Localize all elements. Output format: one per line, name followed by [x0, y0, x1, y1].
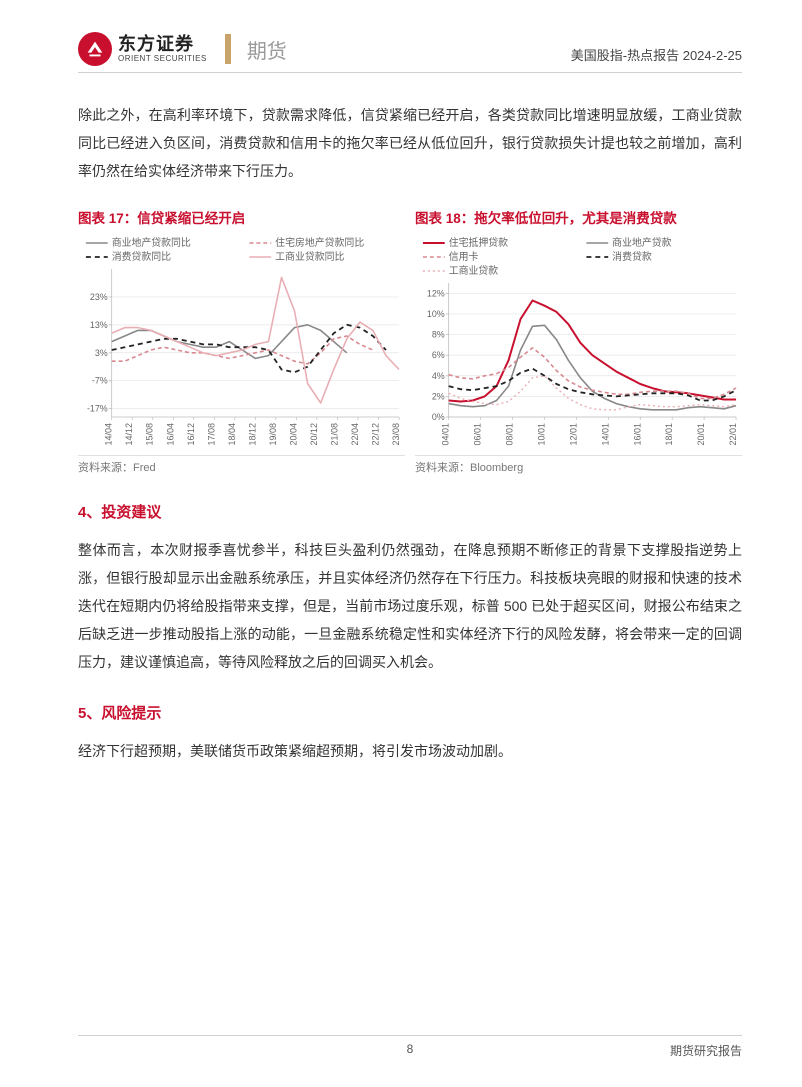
svg-text:-7%: -7%: [92, 376, 108, 386]
svg-text:工商业贷款: 工商业贷款: [449, 264, 499, 277]
chart-17: 商业地产贷款同比 住宅房地产贷款同比消费贷款同比 工商业贷款同比 -17% -7% 3% 1…: [78, 233, 405, 451]
svg-text:13%: 13%: [90, 320, 108, 330]
svg-text:22/12: 22/12: [371, 423, 381, 445]
svg-text:3%: 3%: [95, 348, 108, 358]
footer-right-label: 期货研究报告: [670, 1042, 742, 1059]
chart-18: 住宅抵押贷款 商业地产贷款信用卡 消费贷款工商业贷款 0% 2% 4% 6% 8% 10% 12%…: [415, 233, 742, 451]
chart-18-source: 资料来源：Bloomberg: [415, 455, 742, 475]
svg-text:21/08: 21/08: [330, 423, 340, 445]
svg-text:16/04: 16/04: [165, 423, 175, 445]
svg-text:20/12: 20/12: [309, 423, 319, 445]
svg-text:16/01: 16/01: [632, 423, 642, 445]
brand-name-en: ORIENT SECURITIES: [118, 55, 207, 64]
svg-text:14/01: 14/01: [600, 423, 610, 445]
svg-text:14/04: 14/04: [104, 423, 114, 445]
svg-text:08/01: 08/01: [505, 423, 515, 445]
svg-text:20/04: 20/04: [288, 423, 298, 445]
svg-text:20/01: 20/01: [696, 423, 706, 445]
section-5-heading: 5、风险提示: [78, 702, 742, 723]
section-5-body: 经济下行超预期，美联储货币政策紧缩超预期，将引发市场波动加剧。: [78, 737, 742, 765]
svg-text:22/01: 22/01: [728, 423, 738, 445]
chart-17-title: 图表 17：信贷紧缩已经开启: [78, 207, 405, 227]
svg-text:商业地产贷款同比: 商业地产贷款同比: [112, 236, 191, 249]
svg-text:工商业贷款同比: 工商业贷款同比: [275, 250, 344, 263]
svg-text:信用卡: 信用卡: [449, 250, 479, 263]
svg-text:17/08: 17/08: [206, 423, 216, 445]
svg-text:15/08: 15/08: [145, 423, 155, 445]
svg-text:04/01: 04/01: [441, 423, 451, 445]
page-footer: 8 期货研究报告: [78, 1035, 742, 1059]
svg-text:23/08: 23/08: [391, 423, 401, 445]
svg-text:12/01: 12/01: [568, 423, 578, 445]
svg-text:12%: 12%: [427, 288, 445, 298]
chart-17-column: 图表 17：信贷紧缩已经开启 商业地产贷款同比 住宅房地产贷款同比消费贷款同比 工商…: [78, 207, 405, 475]
brand-logo: 东方证券 ORIENT SECURITIES: [78, 32, 207, 66]
svg-text:2%: 2%: [432, 391, 445, 401]
orient-securities-icon: [78, 32, 112, 66]
svg-text:商业地产贷款: 商业地产贷款: [612, 236, 671, 249]
section-4-body: 整体而言，本次财报季喜忧参半，科技巨头盈利仍然强劲，在降息预期不断修正的背景下支…: [78, 536, 742, 676]
svg-text:8%: 8%: [432, 330, 445, 340]
svg-text:住宅抵押贷款: 住宅抵押贷款: [449, 236, 508, 249]
svg-text:23%: 23%: [90, 292, 108, 302]
charts-row: 图表 17：信贷紧缩已经开启 商业地产贷款同比住宅房地产贷款同比消费贷款同比工商…: [78, 207, 742, 475]
svg-text:消费贷款同比: 消费贷款同比: [112, 250, 171, 263]
svg-text:16/12: 16/12: [186, 423, 196, 445]
section-4-heading: 4、投资建议: [78, 501, 742, 522]
svg-text:10/01: 10/01: [537, 423, 547, 445]
svg-text:22/04: 22/04: [350, 423, 360, 445]
svg-text:住宅房地产贷款同比: 住宅房地产贷款同比: [275, 236, 364, 249]
svg-text:18/01: 18/01: [664, 423, 674, 445]
brand-text: 东方证券 ORIENT SECURITIES: [118, 35, 207, 64]
svg-text:消费贷款: 消费贷款: [612, 250, 652, 263]
chart-18-column: 图表 18：拖欠率低位回升，尤其是消费贷款 住宅抵押贷款 商业地产贷款信用卡 消费贷…: [415, 207, 742, 475]
brand-block: 东方证券 ORIENT SECURITIES 期货: [78, 32, 287, 66]
svg-text:4%: 4%: [432, 371, 445, 381]
page-number: 8: [407, 1042, 414, 1056]
futures-label: 期货: [247, 35, 287, 64]
intro-paragraph: 除此之外，在高利率环境下，贷款需求降低，信贷紧缩已经开启，各类贷款同比增速明显放…: [78, 101, 742, 185]
chart-18-title: 图表 18：拖欠率低位回升，尤其是消费贷款: [415, 207, 742, 227]
svg-text:10%: 10%: [427, 309, 445, 319]
svg-text:19/08: 19/08: [268, 423, 278, 445]
svg-text:6%: 6%: [432, 350, 445, 360]
svg-text:18/04: 18/04: [227, 423, 237, 445]
page-header: 东方证券 ORIENT SECURITIES 期货 美国股指-热点报告 2024…: [78, 32, 742, 73]
svg-text:-17%: -17%: [87, 404, 108, 414]
svg-text:06/01: 06/01: [473, 423, 483, 445]
chart-17-source: 资料来源：Fred: [78, 455, 405, 475]
svg-text:0%: 0%: [432, 412, 445, 422]
brand-name-cn: 东方证券: [118, 35, 207, 55]
svg-text:14/12: 14/12: [124, 423, 134, 445]
svg-text:18/12: 18/12: [247, 423, 257, 445]
vertical-divider: [225, 34, 231, 64]
report-meta: 美国股指-热点报告 2024-2-25: [571, 45, 742, 66]
